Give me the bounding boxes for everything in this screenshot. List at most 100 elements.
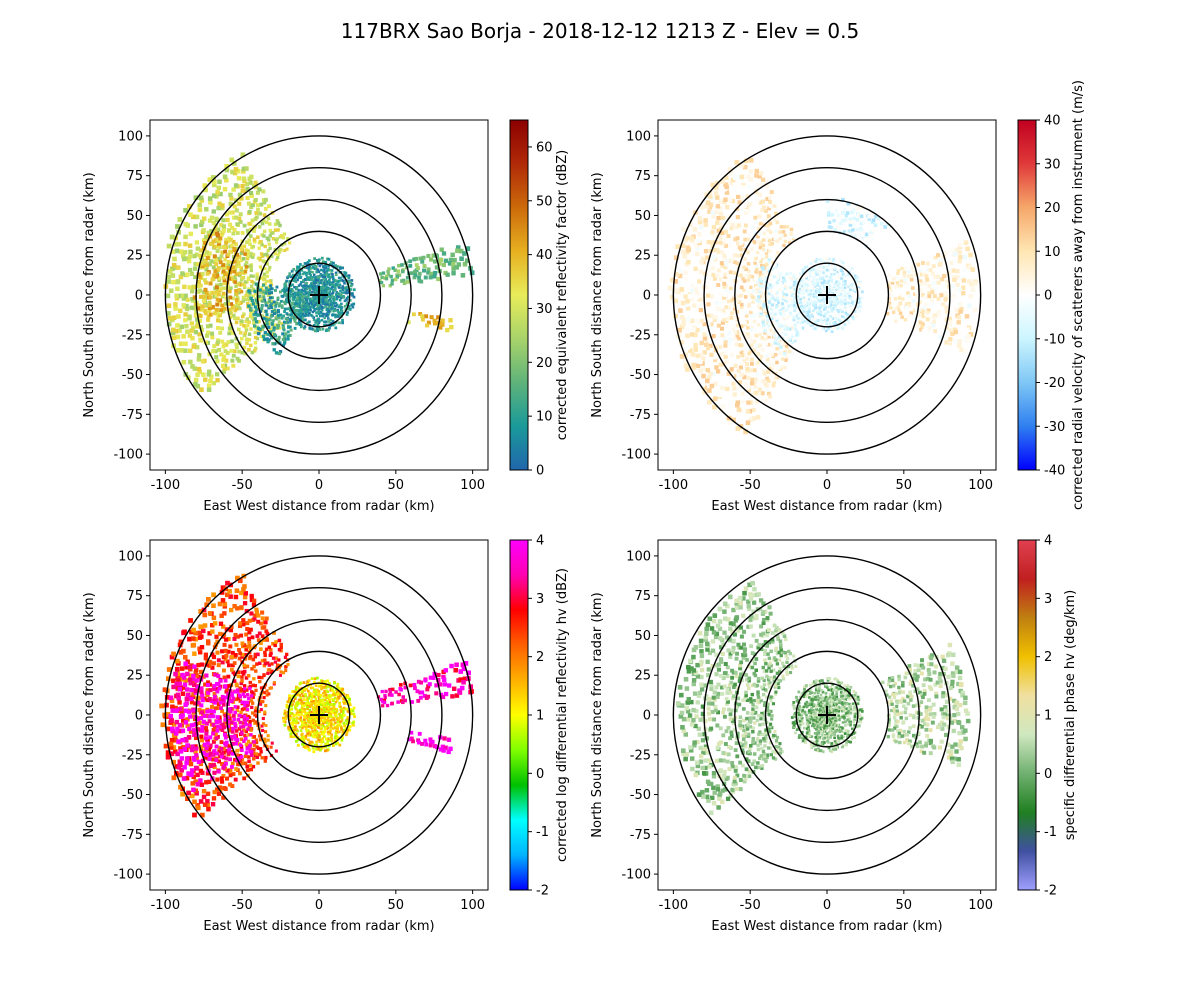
echo-gate — [746, 278, 751, 282]
echo-gate — [898, 302, 902, 307]
echo-gate — [311, 276, 315, 279]
echo-gate — [903, 278, 907, 282]
echo-gate — [308, 306, 312, 309]
echo-gate — [232, 170, 238, 176]
echo-gate — [262, 234, 266, 238]
echo-gate — [900, 274, 904, 279]
echo-gate — [823, 299, 826, 302]
echo-gate — [804, 268, 807, 271]
echo-gate — [327, 299, 331, 302]
echo-gate — [193, 266, 198, 271]
echo-gate — [867, 214, 872, 219]
echo-gate — [713, 191, 719, 196]
echo-gate — [222, 306, 227, 311]
echo-gate — [202, 278, 207, 283]
echo-gate — [331, 275, 335, 278]
echo-gate — [739, 162, 745, 168]
echo-gate — [682, 253, 688, 259]
echo-gate — [746, 262, 751, 266]
echo-gate — [948, 328, 953, 333]
echo-gate — [228, 210, 233, 215]
echo-gate — [259, 334, 264, 339]
echo-gate — [205, 255, 210, 261]
echo-gate — [268, 296, 272, 300]
echo-gate — [315, 278, 318, 282]
echo-gate — [758, 290, 762, 294]
echo-gate — [921, 328, 926, 333]
echo-gate — [230, 761, 235, 766]
echo-gate — [762, 371, 767, 376]
echo-gate — [789, 348, 793, 352]
echo-gate — [223, 257, 228, 262]
echo-gate — [726, 299, 731, 304]
echo-gate — [761, 243, 766, 248]
echo-gate — [784, 289, 788, 293]
echo-gate — [221, 369, 226, 374]
echo-gate — [769, 328, 773, 332]
echo-gate — [746, 231, 751, 236]
echo-gate — [765, 217, 770, 221]
echo-gate — [218, 298, 223, 303]
echo-gate — [737, 347, 742, 352]
echo-gate — [208, 241, 213, 246]
echo-gate — [777, 324, 781, 328]
echo-gate — [238, 219, 243, 224]
echo-gate — [324, 329, 328, 333]
echo-gate — [825, 314, 828, 318]
echo-gate — [698, 225, 704, 230]
echo-gate — [863, 234, 868, 238]
echo-gate — [760, 208, 765, 213]
echo-gate — [850, 302, 854, 305]
echo-gate — [317, 321, 321, 325]
echo-gate — [258, 734, 262, 738]
echo-gate — [801, 290, 805, 294]
echo-gate — [267, 298, 271, 302]
echo-gate — [286, 307, 289, 311]
echo-gate — [284, 321, 288, 325]
echo-gate — [208, 323, 213, 328]
echo-gate — [272, 328, 276, 332]
echo-gate — [728, 286, 733, 291]
echo-gate — [828, 269, 832, 272]
echo-gate — [777, 365, 781, 370]
echo-gate — [748, 157, 754, 163]
echo-gate — [758, 245, 763, 250]
echo-gate — [951, 274, 957, 280]
echo-gate — [216, 227, 221, 232]
echo-gate — [257, 297, 261, 301]
echo-gate — [469, 270, 475, 276]
echo-gate — [795, 292, 799, 295]
echo-gate — [930, 290, 935, 295]
echo-gate — [813, 292, 816, 295]
echo-gate — [735, 185, 741, 190]
colorbar-tick-label: 10 — [536, 410, 553, 425]
echo-gate — [302, 294, 305, 298]
echo-gate — [309, 287, 313, 290]
echo-gate — [310, 313, 313, 317]
echo-gate — [743, 223, 748, 228]
echo-gate — [237, 290, 241, 295]
echo-gate — [761, 275, 765, 279]
echo-gate — [343, 291, 346, 294]
echo-gate — [953, 339, 958, 344]
echo-gate — [235, 356, 240, 361]
echo-gate — [720, 385, 725, 391]
echo-gate — [780, 339, 784, 344]
echo-gate — [723, 229, 728, 234]
echo-gate — [775, 281, 779, 285]
echo-gate — [783, 279, 787, 283]
echo-gate — [294, 276, 297, 280]
echo-gate — [918, 307, 923, 312]
echo-gate — [709, 294, 714, 299]
echo-gate — [891, 310, 896, 315]
echo-gate — [178, 308, 183, 313]
echo-gate — [278, 223, 282, 228]
echo-gate — [970, 267, 975, 272]
echo-gate — [210, 175, 216, 180]
echo-gate — [269, 303, 273, 307]
echo-gate — [785, 293, 789, 297]
echo-gate — [782, 309, 786, 313]
echo-gate — [306, 321, 309, 325]
echo-gate — [755, 218, 760, 223]
echo-gate — [248, 343, 253, 348]
